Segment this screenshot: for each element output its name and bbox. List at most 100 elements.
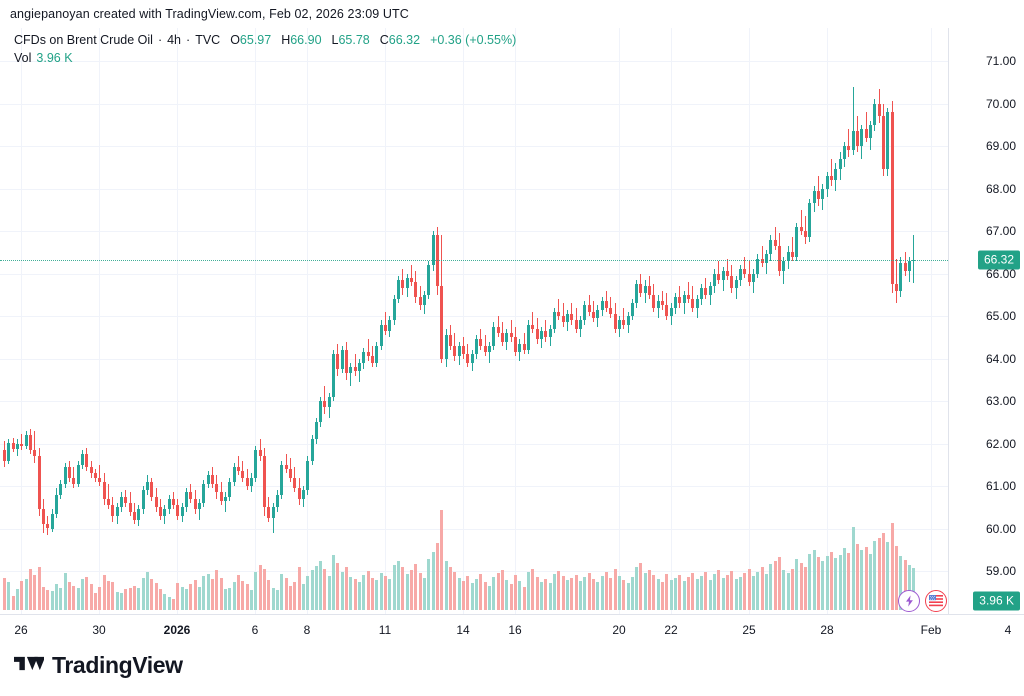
candle-wick bbox=[718, 260, 719, 285]
volume-bar bbox=[224, 588, 227, 610]
volume-bar bbox=[328, 575, 331, 610]
candle-body bbox=[328, 396, 331, 408]
candle-body bbox=[3, 449, 6, 461]
volume-bar bbox=[111, 582, 114, 610]
volume-bar bbox=[427, 558, 430, 610]
lightning-bolt-icon[interactable] bbox=[898, 590, 920, 612]
volume-bar bbox=[315, 566, 318, 610]
legend-symbol[interactable]: CFDs on Brent Crude Oil bbox=[14, 33, 153, 47]
tradingview-logo-icon bbox=[14, 654, 46, 678]
price-axis-label: 60.00 bbox=[985, 521, 1016, 536]
volume-bar bbox=[648, 569, 651, 610]
volume-bar bbox=[401, 567, 404, 610]
candle-body bbox=[228, 481, 231, 497]
volume-bar bbox=[466, 575, 469, 610]
candle-body bbox=[116, 507, 119, 516]
volume-bar bbox=[704, 571, 707, 610]
volume-bar bbox=[813, 550, 816, 610]
candle-body bbox=[306, 460, 309, 491]
volume-bar bbox=[354, 579, 357, 610]
gridline-horizontal bbox=[0, 273, 948, 275]
volume-bar bbox=[583, 577, 586, 610]
volume-bar bbox=[540, 582, 543, 610]
volume-bar bbox=[142, 578, 145, 610]
candle-wick bbox=[866, 112, 867, 142]
time-axis[interactable]: 26 30 2026 6 8 11 14 16 20 22 25 28 Feb 4 bbox=[0, 614, 1024, 646]
candle-body bbox=[787, 252, 790, 261]
legend-close-value: 66.32 bbox=[388, 33, 421, 47]
volume-bar bbox=[622, 580, 625, 610]
candle-body bbox=[263, 456, 266, 508]
volume-bar bbox=[436, 542, 439, 610]
candle-body bbox=[722, 271, 725, 280]
volume-bar bbox=[579, 581, 582, 610]
volume-bar bbox=[700, 575, 703, 610]
volume-bar bbox=[782, 569, 785, 610]
candle-wick bbox=[896, 258, 897, 304]
volume-bar bbox=[51, 590, 54, 610]
candle-body bbox=[891, 112, 894, 285]
us-flag-icon[interactable] bbox=[925, 590, 947, 612]
volume-bar bbox=[605, 571, 608, 610]
volume-bar bbox=[116, 591, 119, 610]
candle-body bbox=[120, 496, 123, 508]
price-axis[interactable]: 71.00 70.00 69.00 68.00 67.00 66.00 65.00 64.00… bbox=[948, 28, 1024, 614]
candle-wick bbox=[705, 277, 706, 300]
candle-body bbox=[778, 245, 781, 272]
candle-wick bbox=[662, 290, 663, 310]
candle-body bbox=[77, 464, 80, 484]
volume-bar bbox=[614, 568, 617, 610]
candle-body bbox=[285, 464, 288, 469]
candle-body bbox=[198, 503, 201, 510]
candle-body bbox=[150, 481, 153, 497]
volume-bar bbox=[449, 567, 452, 610]
candle-body bbox=[246, 477, 249, 486]
candle-body bbox=[367, 352, 370, 357]
volume-bar bbox=[259, 565, 262, 610]
candle-body bbox=[826, 175, 829, 189]
candle-wick bbox=[350, 362, 351, 387]
volume-bar bbox=[839, 554, 842, 610]
volume-bar bbox=[341, 571, 344, 610]
chart-plot-area[interactable] bbox=[0, 28, 948, 614]
candle-body bbox=[453, 345, 456, 357]
gridline-vertical bbox=[931, 28, 932, 614]
volume-bar bbox=[886, 541, 889, 610]
candle-body bbox=[471, 354, 474, 363]
last-price-tag: 66.32 bbox=[977, 250, 1020, 270]
candle-body bbox=[202, 483, 205, 503]
gridline-vertical bbox=[99, 28, 100, 614]
volume-bar bbox=[492, 577, 495, 610]
volume-bar bbox=[787, 572, 790, 610]
volume-bar bbox=[518, 581, 521, 610]
volume-bar bbox=[367, 570, 370, 610]
volume-bar bbox=[570, 578, 573, 610]
volume-bar bbox=[687, 577, 690, 610]
candle-body bbox=[272, 507, 275, 518]
volume-bar bbox=[904, 560, 907, 610]
candle-body bbox=[397, 279, 400, 300]
candle-body bbox=[869, 124, 872, 138]
volume-bar bbox=[895, 546, 898, 610]
volume-bar bbox=[246, 584, 249, 610]
volume-bar bbox=[527, 571, 530, 610]
volume-bar bbox=[215, 569, 218, 610]
candle-body bbox=[90, 466, 93, 474]
candle-body bbox=[354, 367, 357, 372]
volume-bar bbox=[891, 522, 894, 610]
candle-body bbox=[886, 112, 889, 170]
volume-bar bbox=[42, 586, 45, 610]
candle-wick bbox=[524, 333, 525, 355]
legend-interval[interactable]: 4h bbox=[167, 33, 182, 47]
candle-body bbox=[860, 129, 863, 147]
candle-body bbox=[631, 303, 634, 317]
candle-body bbox=[315, 422, 318, 440]
volume-bar bbox=[544, 579, 547, 610]
volume-bar bbox=[349, 577, 352, 610]
volume-bar bbox=[834, 557, 837, 610]
volume-bar bbox=[778, 556, 781, 610]
candle-body bbox=[332, 354, 335, 397]
volume-bar bbox=[484, 582, 487, 610]
volume-bar bbox=[536, 577, 539, 610]
volume-bar bbox=[172, 599, 175, 610]
